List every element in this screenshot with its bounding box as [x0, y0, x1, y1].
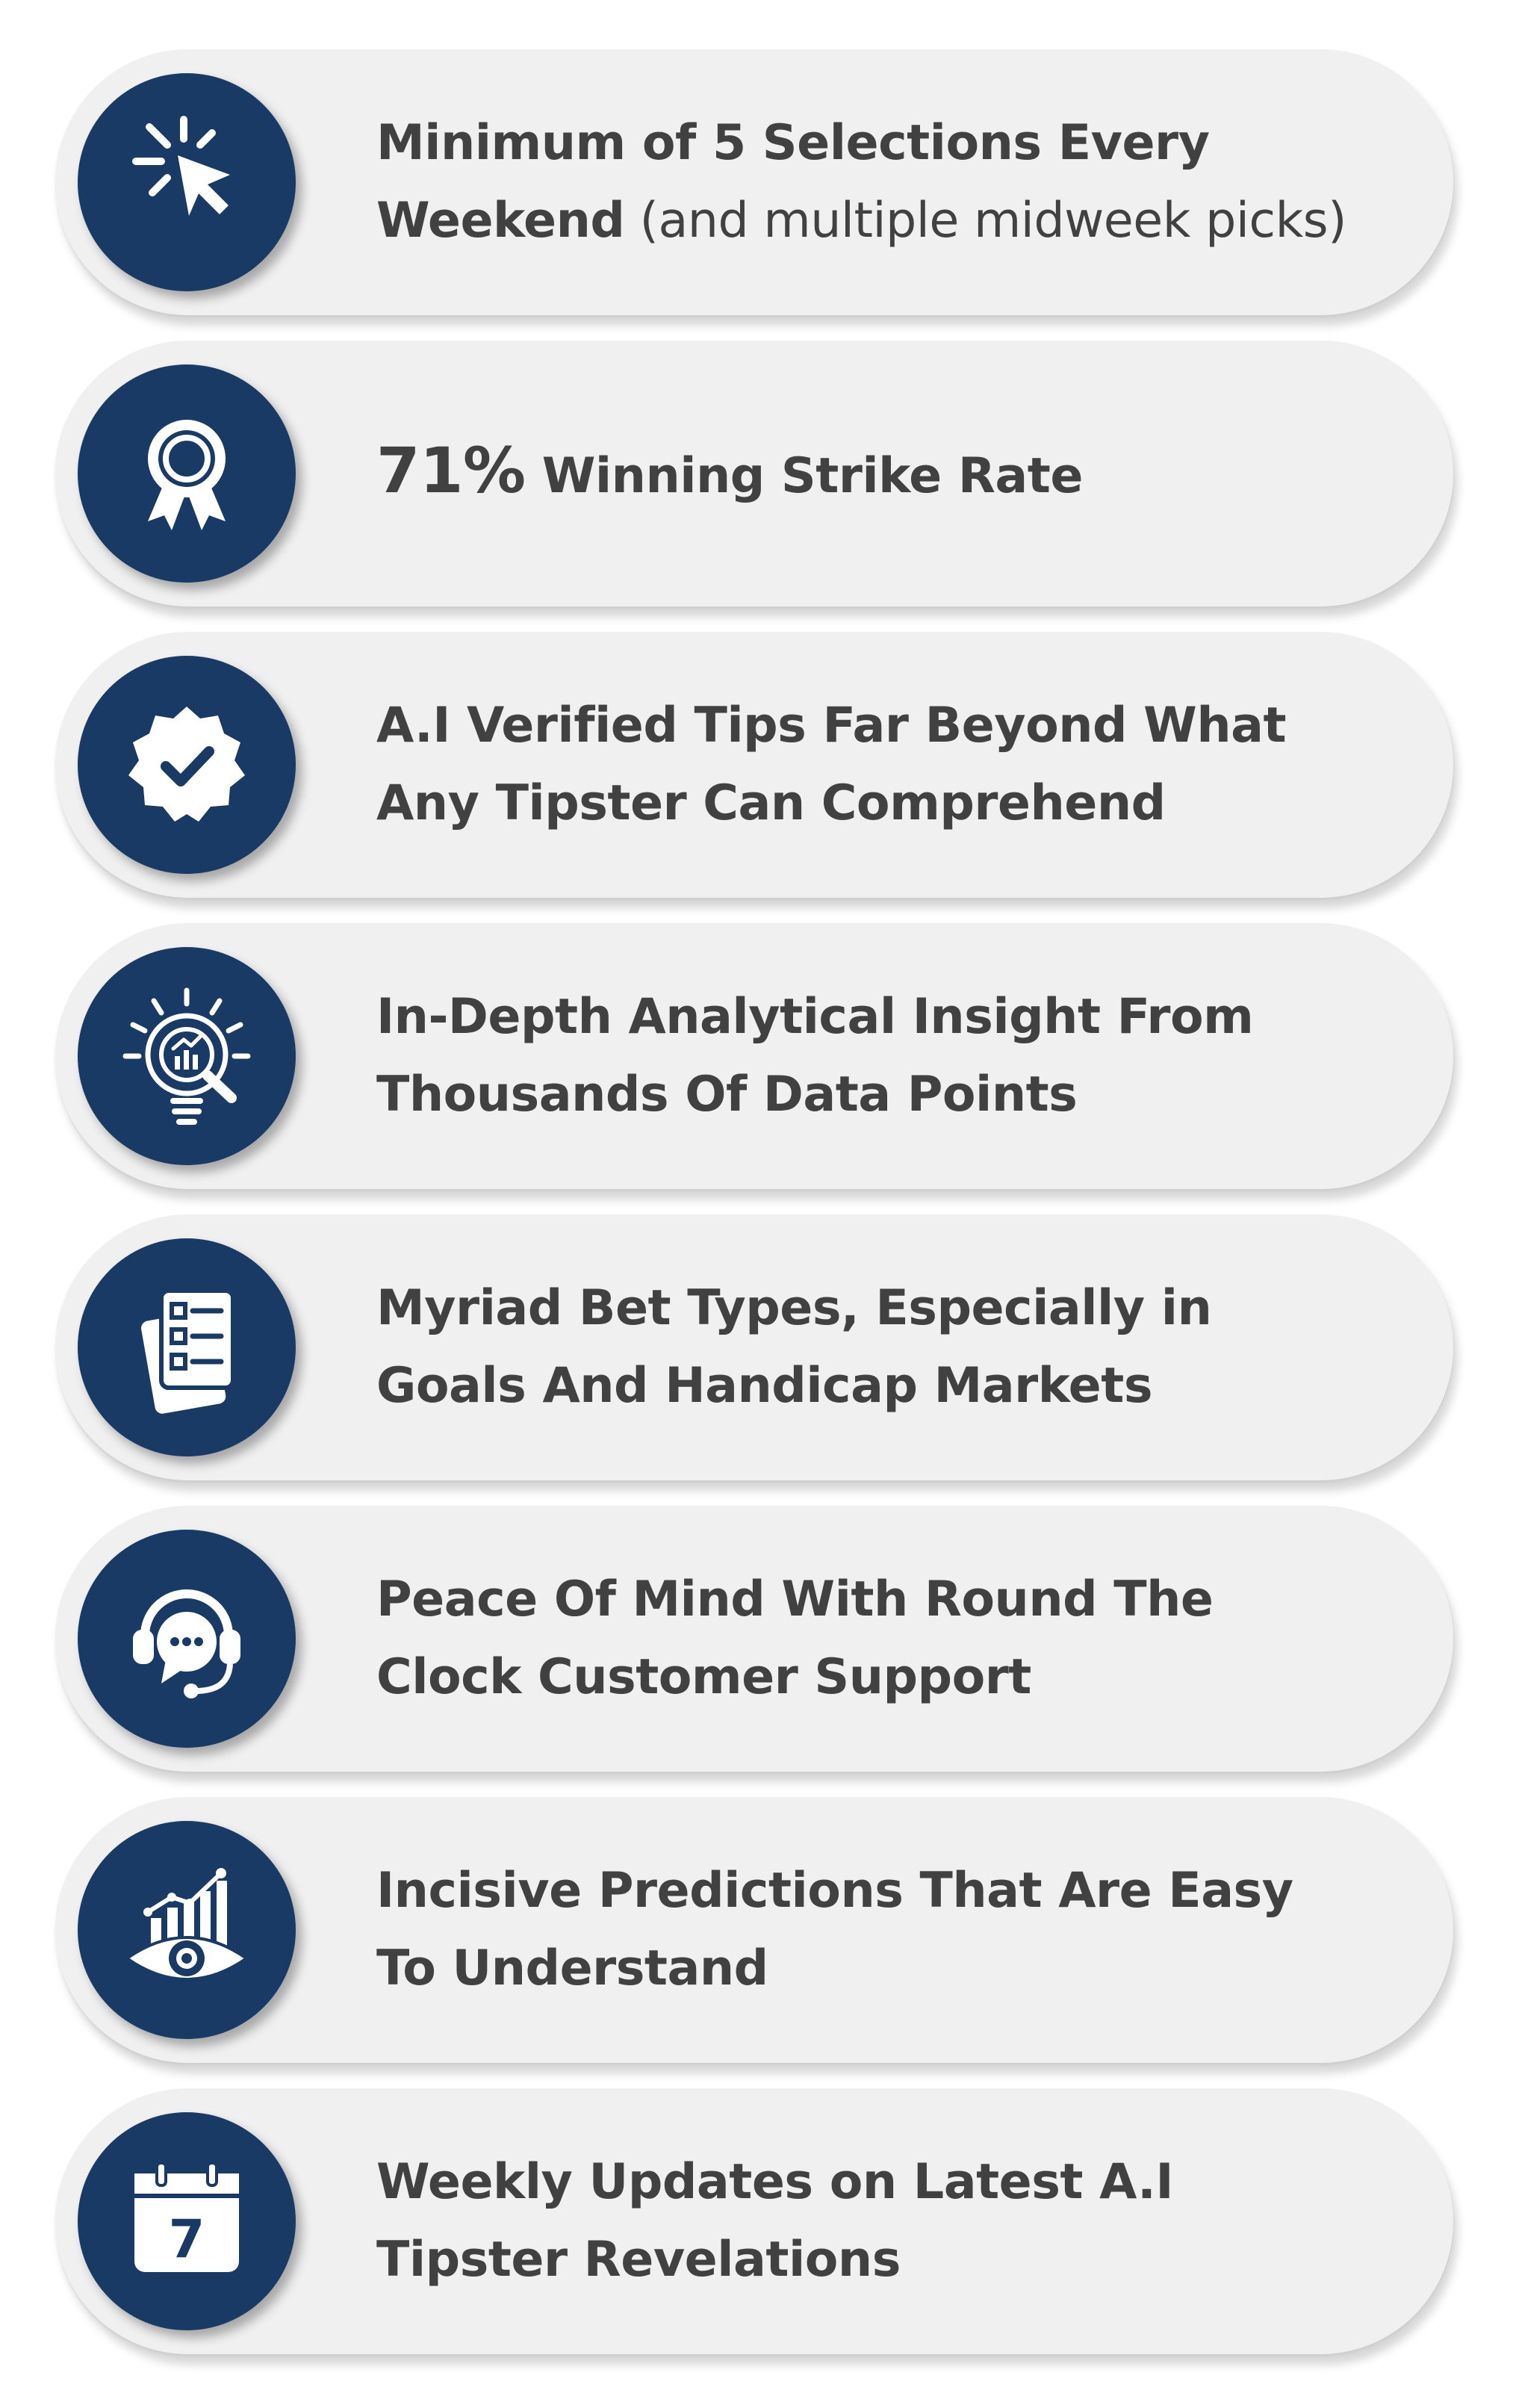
feature-text: A.I Verified Tips Far Beyond What Any Ti… [376, 632, 1364, 898]
feature-card-ai-verified: A.I Verified Tips Far Beyond What Any Ti… [55, 632, 1453, 898]
lightbulb-analytics-icon [122, 987, 251, 1125]
feature-line-2: Any Tipster Can Comprehend [376, 775, 1166, 831]
feature-line-1: A.I Verified Tips Far Beyond What [376, 698, 1287, 754]
feature-text: Myriad Bet Types, Especially in Goals An… [376, 1214, 1364, 1480]
verified-badge-icon [128, 707, 245, 822]
icon-badge: 7 [78, 2112, 296, 2330]
feature-line-1: Minimum of 5 Selections Every [376, 115, 1210, 171]
icon-badge [78, 656, 296, 874]
feature-card-strike-rate: 71% Winning Strike Rate [55, 341, 1453, 606]
icon-badge [78, 364, 296, 583]
feature-text: Incisive Predictions That Are Easy To Un… [376, 1797, 1364, 2063]
strike-rate-label: Winning Strike Rate [525, 448, 1084, 504]
icon-badge [78, 947, 296, 1165]
icon-badge [78, 73, 296, 291]
icon-badge [78, 1530, 296, 1748]
cursor-click-icon [132, 116, 230, 216]
calendar-icon: 7 [134, 2162, 239, 2272]
feature-card-bet-types: Myriad Bet Types, Especially in Goals An… [55, 1214, 1453, 1480]
feature-text: Minimum of 5 Selections Every Weekend (a… [376, 49, 1364, 315]
eye-chart-icon [124, 1868, 249, 1981]
feature-line-2: Tipster Revelations [376, 2232, 901, 2288]
feature-line-1: Peace Of Mind With Round The [376, 1571, 1214, 1627]
feature-card-weekly-updates: 7 Weekly Updates on Latest A.I Tipster R… [55, 2088, 1453, 2354]
betting-slips-icon [141, 1288, 235, 1414]
feature-line-2: Clock Customer Support [376, 1649, 1031, 1705]
feature-line-1: Incisive Predictions That Are Easy [376, 1863, 1293, 1919]
feature-emphasis: Weekend [376, 193, 625, 249]
feature-text: In-Depth Analytical Insight From Thousan… [376, 923, 1364, 1189]
feature-card-analytics: In-Depth Analytical Insight From Thousan… [55, 923, 1453, 1189]
feature-line-1: Weekly Updates on Latest A.I [376, 2154, 1174, 2210]
feature-card-support: Peace Of Mind With Round The Clock Custo… [55, 1506, 1453, 1772]
icon-badge [78, 1238, 296, 1456]
feature-note: (and multiple midweek picks) [624, 193, 1347, 249]
feature-text: Peace Of Mind With Round The Clock Custo… [376, 1506, 1364, 1772]
feature-line-1: In-Depth Analytical Insight From [376, 989, 1254, 1045]
feature-line-2: Weekend (and multiple midweek picks) [376, 182, 1364, 260]
feature-card-predictions: Incisive Predictions That Are Easy To Un… [55, 1797, 1453, 2063]
award-ribbon-icon [148, 420, 226, 530]
feature-card-selections: Minimum of 5 Selections Every Weekend (a… [55, 49, 1453, 315]
icon-badge [78, 1821, 296, 2039]
feature-text: Weekly Updates on Latest A.I Tipster Rev… [376, 2088, 1364, 2354]
feature-line-2: Goals And Handicap Markets [376, 1358, 1153, 1414]
calendar-day: 7 [169, 2209, 205, 2270]
headset-support-icon [133, 1589, 240, 1698]
feature-line-2: Thousands Of Data Points [376, 1067, 1078, 1123]
feature-text: 71% Winning Strike Rate [376, 341, 1364, 606]
strike-rate-value: 71% [376, 434, 526, 507]
feature-line-1: Myriad Bet Types, Especially in [376, 1280, 1212, 1336]
feature-line-2: To Understand [376, 1940, 768, 1996]
feature-line-1: 71% Winning Strike Rate [376, 432, 1364, 515]
